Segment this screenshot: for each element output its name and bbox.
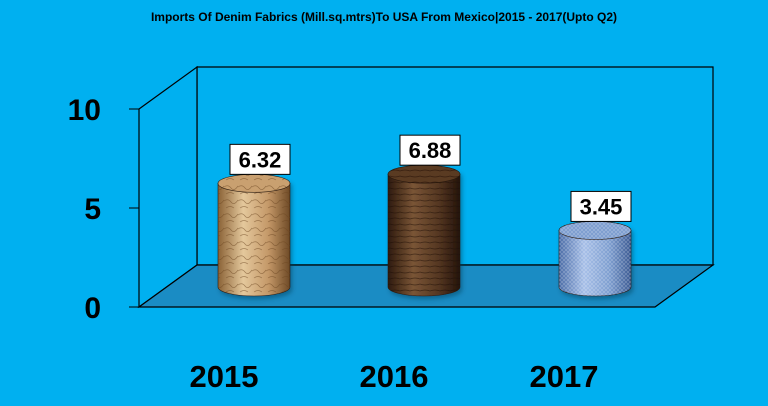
chart-title: Imports Of Denim Fabrics (Mill.sq.mtrs)T… [151, 10, 617, 24]
data-label: 6.32 [239, 147, 282, 172]
bars: 6.32 6.88 3.45 [217, 134, 632, 297]
data-label-box [229, 143, 291, 175]
x-axis-labels: 2015 2016 2017 [190, 359, 599, 394]
bar-2016 [387, 164, 461, 297]
bar-top-texture [559, 221, 631, 240]
y-axis-ticks: 0 5 10 [68, 94, 139, 325]
y-tick-label: 0 [84, 292, 101, 325]
x-category-label: 2017 [530, 359, 599, 394]
bar-2017 [558, 221, 632, 297]
data-label-box [570, 190, 632, 222]
bar-top-texture [218, 174, 290, 193]
bar-top-texture [388, 165, 460, 184]
data-label-box [399, 134, 461, 166]
bar-2015 [217, 174, 291, 297]
bar-texture [388, 174, 460, 296]
x-category-label: 2016 [360, 359, 429, 394]
data-label: 6.88 [409, 138, 452, 163]
y-tick-label: 10 [68, 94, 101, 127]
x-category-label: 2015 [190, 359, 259, 394]
y-tick-label: 5 [84, 193, 101, 226]
bar-texture [559, 230, 631, 296]
data-label: 3.45 [580, 194, 623, 219]
bar-texture [218, 183, 290, 296]
